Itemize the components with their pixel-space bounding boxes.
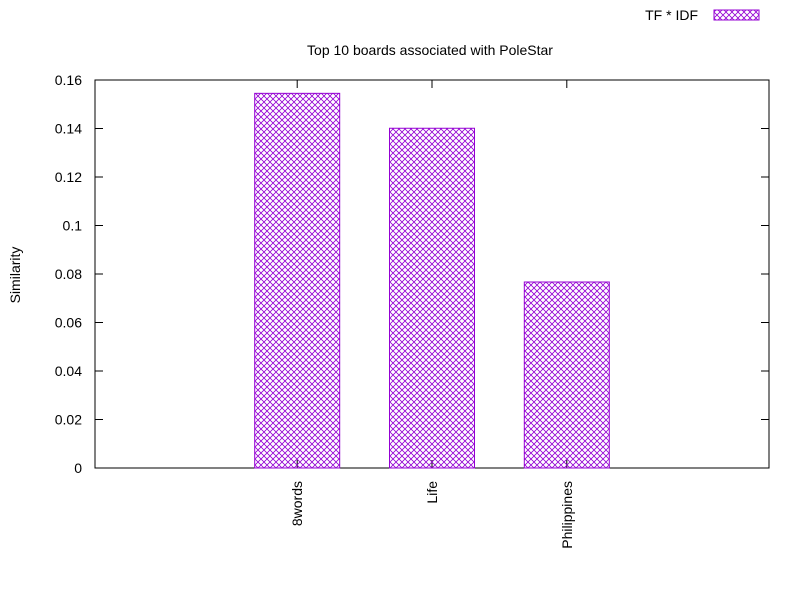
bar-philippines: [523, 281, 610, 469]
y-tick-label: 0.04: [55, 363, 82, 379]
y-tick-label: 0.14: [55, 121, 82, 137]
y-tick-label: 0.02: [55, 412, 82, 428]
x-tick-label: 8words: [289, 481, 305, 526]
x-axis-ticks: 8words Life Philippines: [289, 80, 575, 549]
y-tick-label: 0.1: [63, 218, 83, 234]
legend-swatch: [713, 9, 760, 21]
y-axis-label: Similarity: [7, 247, 23, 304]
bars: [254, 92, 610, 469]
y-tick-label: 0.16: [55, 72, 82, 88]
x-tick-label: Life: [424, 481, 440, 504]
y-tick-label: 0.12: [55, 169, 82, 185]
bar-8words: [254, 92, 341, 469]
y-tick-label: 0.06: [55, 315, 82, 331]
bar-life: [389, 127, 475, 469]
y-tick-label: 0: [74, 460, 82, 476]
chart-title: Top 10 boards associated with PoleStar: [307, 42, 553, 58]
legend-label: TF * IDF: [645, 7, 698, 23]
y-axis-ticks: 0 0.02 0.04 0.06 0.08 0.1 0.12 0.14 0.16: [55, 72, 769, 476]
y-tick-label: 0.08: [55, 266, 82, 282]
x-tick-label: Philippines: [559, 481, 575, 549]
legend: TF * IDF: [645, 7, 760, 23]
